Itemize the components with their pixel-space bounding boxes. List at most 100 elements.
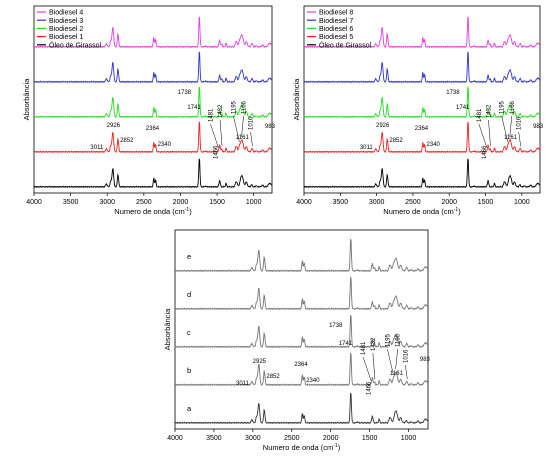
series-letter-label: b [187, 366, 191, 375]
x-tick-label: 1500 [362, 435, 378, 442]
peak-label: 2364 [294, 362, 308, 368]
peak-label: 3011 [236, 381, 250, 387]
x-tick-label: 1500 [209, 199, 225, 206]
peak-arrow [405, 364, 408, 380]
peak-arrow [219, 119, 223, 147]
peak-label-ester: 983 [420, 357, 431, 363]
peak-arrow [210, 123, 219, 148]
peak-arrow [488, 119, 491, 147]
legend-entry: Biodiesel 6 [319, 26, 353, 33]
series-letter-label: d [187, 290, 191, 299]
legend-entry: Biodiesel 4 [49, 10, 83, 17]
y-axis-label: Absorbância [292, 78, 301, 121]
x-axis-label: Numero de onda (cm-1) [263, 443, 341, 452]
peak-label-ester: 1166 [510, 100, 516, 114]
peak-label-ester: 1016 [403, 349, 409, 363]
x-tick-label: 1000 [401, 435, 417, 442]
x-tick-label: 2000 [441, 199, 457, 206]
peak-label-ester: 1195 [385, 333, 391, 347]
series-line-biodiesel-6 [303, 86, 541, 119]
series-line-d [174, 276, 429, 311]
peak-label: 2340 [427, 142, 441, 148]
peak-label-ester: 1738 [178, 90, 192, 96]
x-tick-label: 2500 [405, 199, 421, 206]
series-line--leo-de-girassol [303, 158, 541, 189]
peak-arrow [241, 115, 244, 137]
peak-label: 1161 [236, 135, 250, 141]
y-axis-label: Absorbância [163, 308, 172, 351]
x-tick-label: 1500 [478, 199, 494, 206]
peak-label: 3011 [360, 145, 374, 151]
peak-label: 2364 [146, 126, 160, 132]
x-tick-label: 2500 [136, 199, 152, 206]
peak-arrow [387, 348, 394, 375]
x-tick-label: 1000 [246, 199, 262, 206]
x-axis-label: Numero de onda (cm-1) [114, 207, 192, 216]
peak-label: 2852 [120, 138, 134, 144]
peak-label-ester: 983 [533, 124, 544, 130]
series-line-biodiesel-1 [33, 121, 273, 154]
series-line-biodiesel-2 [33, 86, 273, 119]
peak-label: 1741 [187, 105, 201, 111]
peak-label-ester: 1432 [486, 104, 492, 118]
series-line-e [174, 238, 429, 273]
peak-label-ester: 1481 [361, 341, 367, 355]
x-tick-label: 2500 [284, 435, 300, 442]
chart-panel-2: 4000 3500 3000 2500 2000 1500 1000 Numero de on… [163, 229, 431, 452]
peak-arrow [233, 115, 240, 142]
x-axis-label: Numero de onda (cm-1) [383, 207, 461, 216]
peak-arrow [501, 115, 508, 142]
x-tick-label: 3000 [99, 199, 115, 206]
peak-arrow [478, 123, 488, 148]
series-line-biodiesel-4 [33, 16, 273, 49]
peak-arrow [250, 131, 253, 147]
peak-label: 2340 [306, 378, 320, 384]
legend-entry: Biodiesel 3 [49, 18, 83, 25]
peak-label: 1161 [504, 135, 518, 141]
series-line-biodiesel-7 [303, 51, 541, 84]
series-line-a [174, 392, 429, 425]
series-letter-label: c [187, 328, 191, 337]
peak-label: 2852 [389, 138, 403, 144]
peak-label-ester: 1016 [249, 116, 255, 130]
x-tick-label: 3500 [63, 199, 79, 206]
x-tick-label: 3000 [369, 199, 385, 206]
peak-label-ester: 1195 [500, 100, 506, 114]
series-line--leo-de-girassol [33, 158, 273, 189]
peak-label-ester: 983 [265, 124, 276, 130]
legend-entry: Óleo de Girassol [319, 40, 372, 49]
peak-arrow [518, 131, 521, 147]
peak-label: 1741 [339, 341, 353, 347]
peak-label-ester: 1481 [208, 108, 214, 122]
legend-entry: Óleo de Girassol [49, 40, 102, 49]
legend-entry: Biodiesel 2 [49, 26, 83, 33]
peak-label-ester: 1481 [477, 108, 483, 122]
peak-label: 1466 [482, 145, 488, 159]
peak-arrow [362, 356, 372, 381]
series-letter-label: e [187, 252, 191, 261]
peak-label: 2852 [266, 374, 280, 380]
x-tick-label: 2000 [173, 199, 189, 206]
peak-arrow [395, 348, 398, 370]
plot-frame [174, 229, 429, 430]
x-tick-label: 2000 [323, 435, 339, 442]
x-tick-label: 4000 [167, 435, 183, 442]
peak-label: 2364 [415, 126, 429, 132]
x-tick-label: 3500 [333, 199, 349, 206]
peak-label: 2926 [107, 123, 121, 129]
peak-arrow [372, 352, 376, 380]
series-line-biodiesel-3 [33, 51, 273, 84]
peak-label: 3011 [90, 145, 104, 151]
series-line-biodiesel-8 [303, 16, 541, 49]
peak-label: 1741 [456, 105, 470, 111]
plot-frame [303, 5, 541, 194]
peak-arrow [509, 115, 513, 137]
peak-label: 2926 [376, 123, 390, 129]
series-line-biodiesel-5 [303, 121, 541, 154]
x-tick-label: 4000 [296, 199, 312, 206]
legend-entry: Biodiesel 5 [319, 34, 353, 41]
peak-label: 1466 [214, 145, 220, 159]
series-line-c [174, 314, 429, 349]
